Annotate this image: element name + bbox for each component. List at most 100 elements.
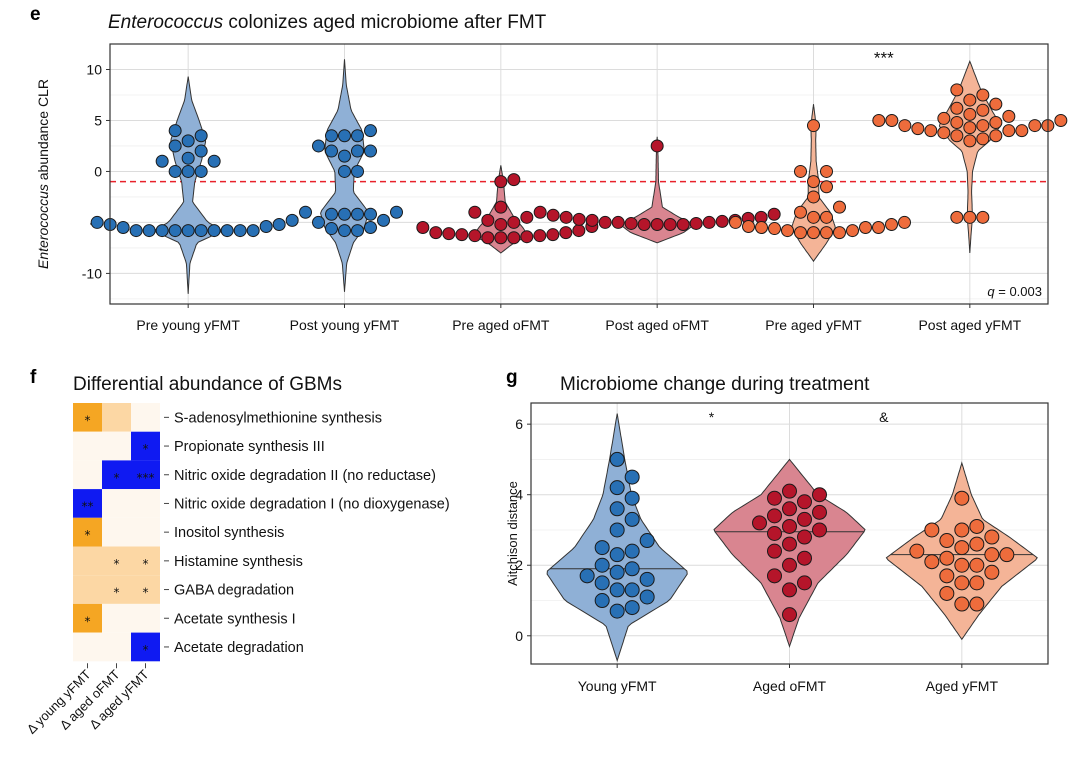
data-point [767, 568, 782, 584]
data-point [954, 540, 970, 556]
data-point [194, 129, 208, 143]
data-point [767, 526, 782, 541]
data-point [559, 226, 573, 240]
data-point [624, 561, 640, 577]
data-point [624, 216, 638, 230]
data-point [1054, 113, 1068, 127]
data-point [950, 210, 964, 224]
heatmap-cell [102, 403, 131, 432]
data-point [364, 144, 377, 158]
data-point [325, 207, 338, 221]
data-point [559, 210, 573, 224]
data-point [742, 220, 755, 234]
heatmap-cell [102, 460, 131, 490]
data-point [181, 151, 195, 165]
data-point [639, 533, 655, 549]
data-point [767, 508, 782, 524]
data-point [954, 575, 970, 591]
data-point [609, 564, 625, 580]
data-point [364, 221, 377, 235]
data-point [233, 224, 247, 238]
data-point [820, 180, 833, 194]
data-point [507, 215, 521, 229]
y-tick-label: 0 [94, 163, 102, 179]
data-point [481, 231, 495, 245]
violin-1 [153, 76, 223, 294]
y-axis-label-rest: abundance CLR [35, 79, 51, 184]
data-point [820, 226, 833, 240]
data-point [715, 214, 729, 228]
data-point [911, 122, 925, 136]
data-point [155, 154, 169, 168]
row-label: GABA degradation [174, 583, 294, 599]
q-symbol: q [987, 284, 995, 299]
data-point [963, 121, 977, 135]
data-point [168, 139, 182, 153]
data-point [939, 568, 955, 584]
heatmap-cell [131, 603, 160, 633]
x-tick-label: Pre aged yFMT [765, 317, 862, 333]
heatmap-significance: * [143, 643, 149, 657]
data-point [220, 224, 234, 238]
data-point [609, 582, 625, 598]
heatmap-significance: *** [137, 471, 155, 485]
data-point [924, 124, 938, 138]
data-point [639, 571, 655, 587]
data-point [767, 490, 782, 506]
data-point [767, 543, 782, 559]
y-tick-label: 0 [515, 628, 523, 644]
heatmap-significance: ** [82, 499, 94, 513]
data-point [963, 210, 977, 224]
data-point [129, 224, 143, 238]
data-point [194, 164, 208, 178]
data-point [481, 213, 495, 227]
data-point [950, 129, 964, 143]
data-point [351, 129, 364, 143]
gbm-heatmap: * S-adenosylmethionine synthesis * Propiona… [24, 403, 450, 737]
violin-4 [619, 136, 695, 244]
data-point [650, 217, 664, 231]
data-point [984, 564, 1000, 580]
data-point [797, 575, 812, 591]
heatmap-cell [131, 489, 160, 518]
plot-frame [109, 43, 1049, 305]
heatmap-cell [102, 546, 131, 576]
data-point [299, 205, 312, 219]
data-point [325, 144, 338, 158]
significance-marker: & [879, 409, 889, 425]
heatmap-cell [73, 403, 102, 432]
data-point [954, 490, 970, 506]
data-point [338, 129, 351, 143]
data-point [969, 536, 985, 552]
x-tick-label: Post young yFMT [290, 317, 400, 333]
data-point [594, 575, 610, 591]
data-point [364, 207, 377, 221]
data-point [846, 224, 859, 238]
data-point [924, 554, 940, 570]
heatmap-significance: * [143, 586, 149, 600]
heatmap-cell [131, 546, 160, 576]
x-tick-label: Pre aged oFMT [452, 317, 550, 333]
panel-e-title-rest: colonizes aged microbiome after FMT [223, 12, 547, 33]
data-point [807, 175, 820, 189]
data-point [872, 113, 886, 127]
data-point [609, 547, 625, 563]
data-point [246, 224, 260, 238]
data-point [1002, 124, 1016, 138]
data-point [351, 224, 364, 238]
data-point [351, 164, 364, 178]
data-point [533, 229, 547, 243]
data-point [768, 222, 781, 236]
data-point [833, 200, 846, 214]
data-point [442, 227, 456, 241]
row-label: Nitric oxide degradation I (no dioxygena… [174, 496, 450, 512]
heatmap-cell [131, 403, 160, 432]
data-point [954, 557, 970, 573]
data-point [455, 228, 469, 242]
data-point [181, 134, 195, 148]
data-point [885, 217, 898, 231]
data-point [325, 129, 338, 143]
data-point [782, 582, 797, 598]
data-point [812, 487, 827, 503]
data-point [976, 103, 990, 117]
